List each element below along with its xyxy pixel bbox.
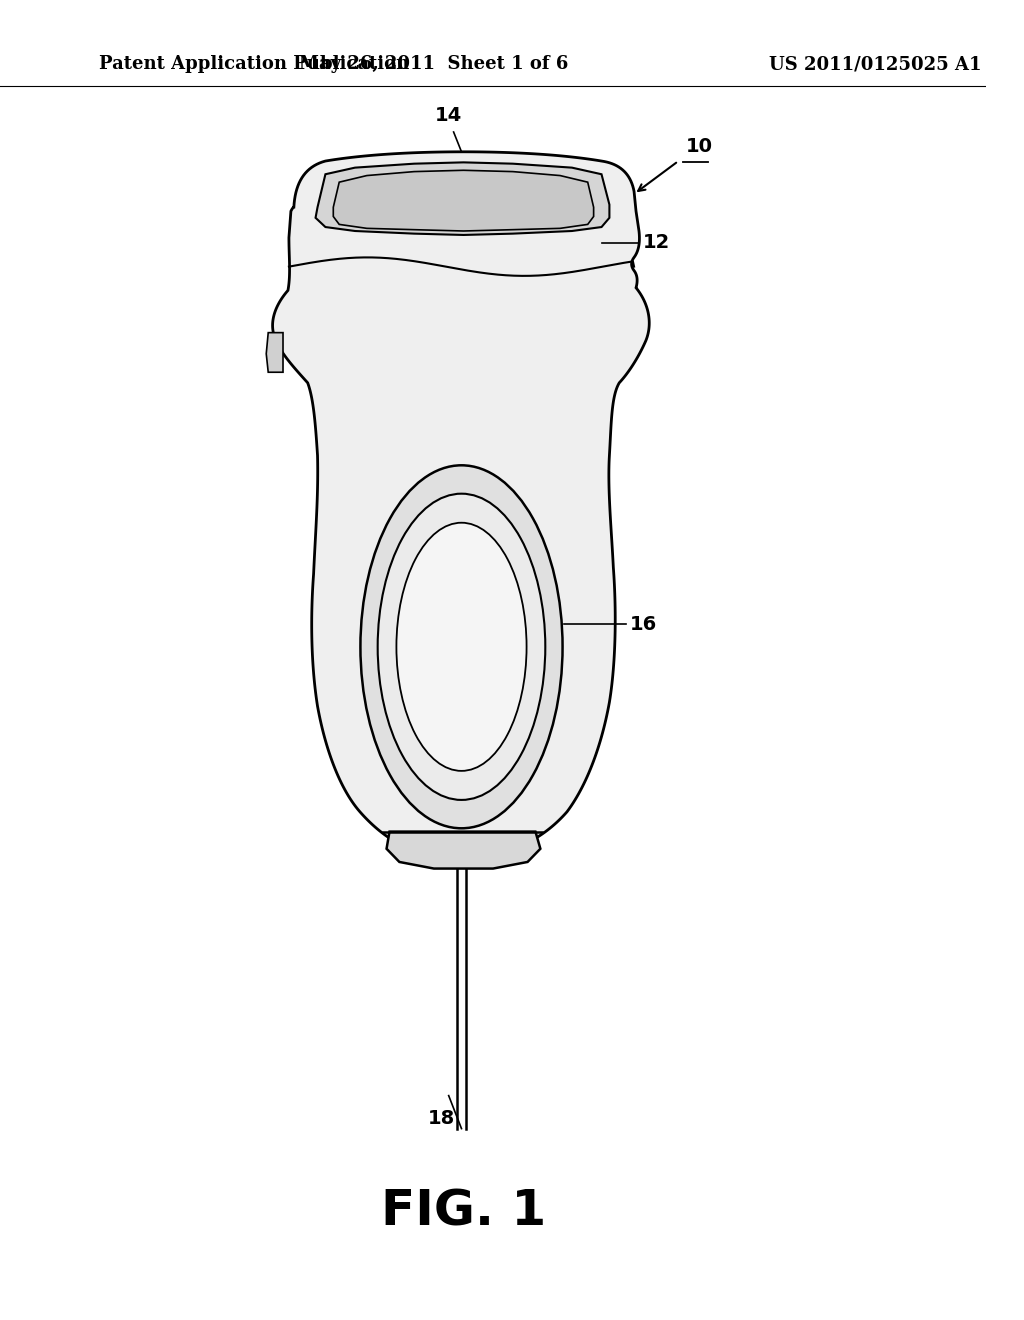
Text: 14: 14 — [435, 107, 462, 125]
Polygon shape — [266, 333, 283, 372]
Text: 18: 18 — [428, 1109, 456, 1127]
Ellipse shape — [396, 523, 526, 771]
Text: 16: 16 — [630, 615, 657, 634]
Ellipse shape — [360, 465, 562, 829]
Text: Patent Application Publication: Patent Application Publication — [98, 55, 409, 74]
Polygon shape — [333, 170, 594, 231]
Ellipse shape — [378, 494, 546, 800]
Text: 12: 12 — [643, 234, 670, 252]
Polygon shape — [315, 162, 609, 235]
Text: US 2011/0125025 A1: US 2011/0125025 A1 — [769, 55, 982, 74]
Text: 10: 10 — [685, 137, 713, 156]
Polygon shape — [386, 832, 541, 869]
Polygon shape — [272, 152, 649, 857]
Text: FIG. 1: FIG. 1 — [381, 1188, 546, 1236]
Text: May 26, 2011  Sheet 1 of 6: May 26, 2011 Sheet 1 of 6 — [299, 55, 568, 74]
